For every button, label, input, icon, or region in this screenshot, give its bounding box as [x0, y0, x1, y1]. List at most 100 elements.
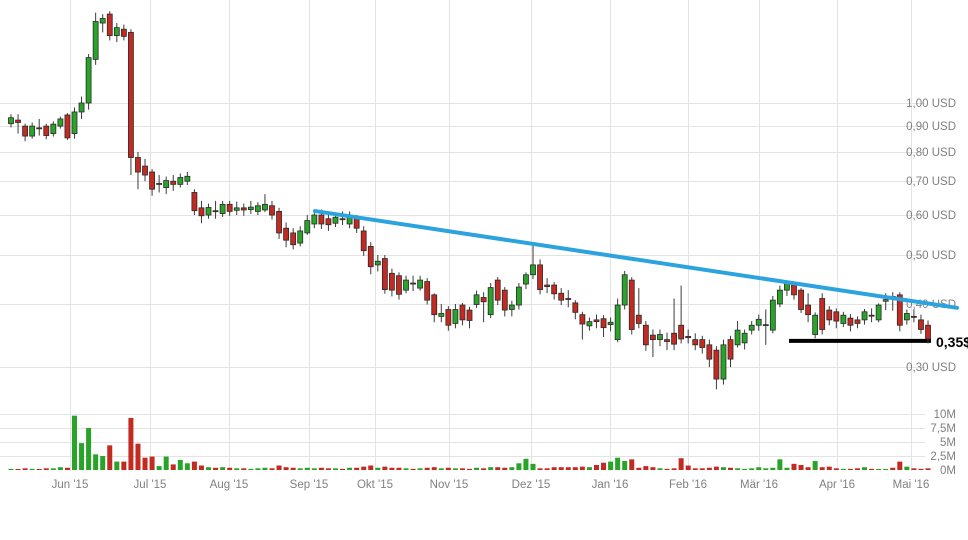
candle[interactable]	[163, 180, 170, 188]
candle[interactable]	[212, 210, 219, 213]
trendline[interactable]	[313, 209, 959, 310]
candle[interactable]	[339, 218, 346, 221]
candle[interactable]	[226, 203, 233, 212]
candle[interactable]	[29, 125, 36, 137]
candle[interactable]	[614, 304, 621, 341]
candle[interactable]	[325, 218, 332, 226]
candle[interactable]	[678, 324, 685, 340]
candle[interactable]	[833, 311, 840, 322]
candle[interactable]	[466, 309, 473, 321]
candle[interactable]	[713, 349, 720, 380]
candle[interactable]	[882, 299, 889, 302]
candle[interactable]	[71, 111, 78, 134]
candle[interactable]	[417, 279, 424, 289]
candle[interactable]	[156, 183, 163, 185]
candle[interactable]	[515, 286, 522, 306]
candle[interactable]	[149, 171, 155, 190]
candle[interactable]	[128, 31, 134, 158]
candle[interactable]	[233, 207, 240, 211]
candle[interactable]	[769, 299, 776, 331]
candle[interactable]	[262, 203, 268, 211]
candle[interactable]	[36, 127, 43, 130]
candle[interactable]	[727, 339, 734, 360]
candle[interactable]	[276, 211, 282, 234]
candle[interactable]	[791, 284, 797, 296]
candle[interactable]	[494, 279, 501, 301]
candle[interactable]	[805, 304, 812, 316]
candle[interactable]	[297, 230, 304, 244]
candle[interactable]	[755, 318, 762, 326]
candle[interactable]	[92, 21, 99, 60]
candle[interactable]	[64, 114, 71, 139]
candle[interactable]	[635, 314, 642, 324]
candle[interactable]	[170, 180, 177, 185]
candle[interactable]	[918, 319, 924, 330]
candle[interactable]	[424, 281, 431, 301]
candle[interactable]	[15, 119, 21, 123]
candle[interactable]	[600, 318, 607, 329]
candle[interactable]	[177, 177, 184, 185]
candle[interactable]	[473, 294, 480, 305]
candle[interactable]	[621, 274, 628, 306]
candle[interactable]	[854, 319, 861, 324]
candle[interactable]	[445, 309, 452, 326]
candle[interactable]	[607, 321, 614, 326]
candle[interactable]	[579, 314, 586, 325]
candle[interactable]	[819, 298, 826, 330]
candle[interactable]	[247, 206, 254, 211]
candle[interactable]	[734, 329, 741, 346]
candle[interactable]	[868, 314, 875, 317]
candle[interactable]	[311, 214, 318, 225]
candle[interactable]	[43, 125, 50, 136]
candle[interactable]	[304, 220, 311, 234]
candle[interactable]	[586, 321, 593, 327]
candle[interactable]	[198, 207, 205, 217]
candle[interactable]	[748, 324, 755, 331]
candle[interactable]	[501, 289, 508, 311]
candle[interactable]	[487, 287, 494, 316]
candle[interactable]	[78, 102, 85, 113]
candle[interactable]	[403, 279, 409, 291]
candle[interactable]	[290, 232, 297, 246]
candle[interactable]	[184, 175, 191, 182]
candle[interactable]	[741, 332, 748, 344]
candle[interactable]	[219, 203, 226, 214]
candle[interactable]	[671, 332, 677, 345]
candle[interactable]	[142, 165, 148, 176]
candle[interactable]	[480, 297, 487, 303]
candle[interactable]	[762, 324, 769, 327]
candle[interactable]	[353, 218, 360, 229]
candle[interactable]	[57, 118, 64, 127]
candle[interactable]	[847, 317, 854, 326]
candle[interactable]	[720, 344, 727, 380]
candle[interactable]	[360, 230, 367, 252]
candle[interactable]	[911, 315, 917, 318]
candle[interactable]	[896, 294, 903, 326]
candle[interactable]	[692, 339, 699, 346]
candle[interactable]	[537, 264, 543, 291]
candle[interactable]	[240, 207, 247, 211]
candle[interactable]	[459, 304, 466, 321]
candle[interactable]	[925, 324, 931, 340]
candle[interactable]	[396, 275, 402, 295]
candle[interactable]	[628, 279, 635, 330]
candle-layer[interactable]	[8, 11, 931, 390]
candle[interactable]	[650, 334, 656, 341]
candle[interactable]	[205, 207, 212, 216]
candle[interactable]	[706, 344, 713, 360]
candle[interactable]	[642, 324, 649, 346]
candle[interactable]	[283, 227, 290, 241]
candle[interactable]	[798, 289, 804, 310]
candle[interactable]	[254, 205, 261, 212]
candle[interactable]	[269, 205, 275, 216]
candle[interactable]	[113, 27, 120, 36]
candle[interactable]	[8, 117, 14, 125]
candle[interactable]	[875, 304, 882, 321]
candle[interactable]	[565, 298, 572, 300]
candle[interactable]	[572, 302, 579, 313]
candle[interactable]	[410, 282, 416, 285]
candle[interactable]	[551, 284, 558, 295]
candle[interactable]	[374, 260, 381, 266]
candle[interactable]	[699, 339, 706, 348]
candle[interactable]	[99, 18, 106, 24]
